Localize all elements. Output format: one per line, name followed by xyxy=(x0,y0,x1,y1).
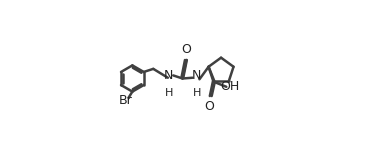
Text: N: N xyxy=(164,69,173,82)
Text: OH: OH xyxy=(220,80,240,93)
Text: N: N xyxy=(192,69,201,82)
Text: H: H xyxy=(193,88,201,98)
Text: O: O xyxy=(181,43,191,57)
Text: Br: Br xyxy=(119,94,132,107)
Text: H: H xyxy=(165,88,174,98)
Text: O: O xyxy=(204,100,214,113)
